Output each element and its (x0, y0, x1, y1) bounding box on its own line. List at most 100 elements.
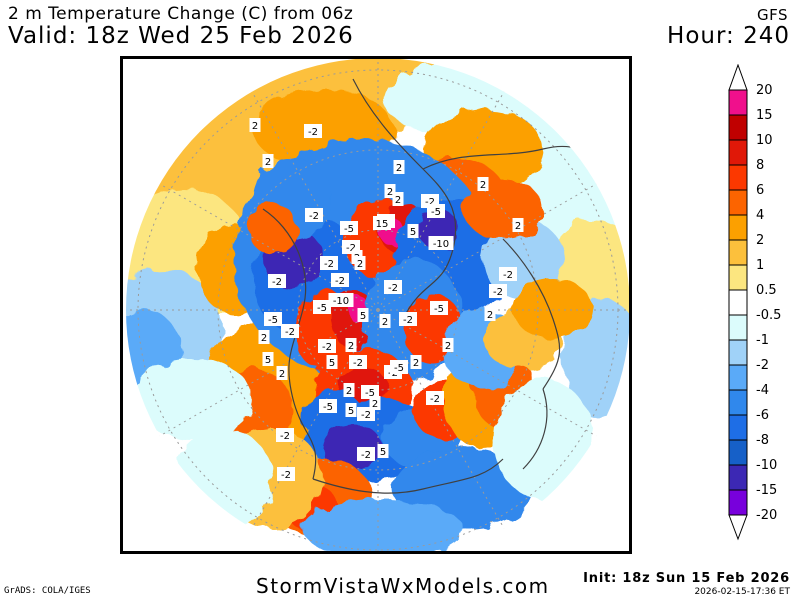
contour-label: -2 (277, 467, 295, 481)
contour-label: -10 (328, 293, 354, 307)
colorbar-bottom-arrow (728, 514, 748, 541)
contour-label: -5 (361, 385, 379, 399)
colorbar-swatch (728, 214, 748, 241)
contour-label: -2 (357, 447, 375, 461)
coastline (352, 78, 457, 320)
colorbar-swatch (728, 239, 748, 266)
colorbar-swatch (728, 264, 748, 291)
coastline (262, 208, 317, 480)
svg-text:-2: -2 (280, 431, 290, 442)
contour-label: 5 (262, 352, 274, 366)
contour-label: -5 (390, 360, 408, 374)
colorbar-top-arrow (728, 64, 748, 91)
colorbar-swatch (728, 189, 748, 216)
colorbar-label: -4 (756, 383, 769, 398)
svg-text:5: 5 (265, 355, 271, 366)
contour-label: -10 (428, 236, 454, 250)
svg-text:2: 2 (261, 333, 267, 344)
colorbar-label: 2 (756, 233, 765, 248)
colorbar-label: -20 (756, 508, 778, 523)
contour-label: 2 (262, 154, 274, 168)
colorbar-label: -0.5 (756, 308, 782, 323)
svg-text:-2: -2 (322, 342, 332, 353)
svg-text:2: 2 (395, 195, 401, 206)
contour-label: 2 (249, 118, 261, 132)
svg-text:-5: -5 (365, 388, 375, 399)
contour-label: 2 (379, 314, 391, 328)
svg-text:-2: -2 (493, 287, 503, 298)
temperature-region (513, 279, 593, 339)
colorbar-swatch (728, 289, 748, 316)
svg-text:2: 2 (387, 187, 393, 198)
contour-label: 2 (392, 192, 404, 206)
svg-text:5: 5 (410, 227, 416, 238)
svg-text:2: 2 (413, 358, 419, 369)
svg-text:-2: -2 (324, 259, 334, 270)
svg-text:5: 5 (348, 406, 354, 417)
meridian-line (377, 84, 509, 311)
colorbar-swatch (728, 439, 748, 466)
forecast-hour: Hour: 240 (667, 23, 790, 49)
contour-label: 5 (357, 308, 369, 322)
contour-label: -2 (384, 280, 402, 294)
svg-text:2: 2 (348, 341, 354, 352)
colorbar-swatch (728, 114, 748, 141)
colorbar-label: -10 (756, 458, 778, 473)
svg-text:15: 15 (376, 219, 389, 230)
colorbar-label: -1 (756, 333, 769, 348)
colorbar-label: 6 (756, 183, 765, 198)
svg-text:-2: -2 (346, 243, 356, 254)
colorbar-swatch (728, 364, 748, 391)
contour-label: 15 (373, 216, 391, 230)
contour-label: 2 (354, 256, 366, 270)
colorbar-label: 0.5 (756, 283, 777, 298)
contour-label: -2 (426, 391, 444, 405)
svg-text:-10: -10 (433, 239, 449, 250)
svg-text:5: 5 (360, 311, 366, 322)
svg-text:-2: -2 (361, 450, 371, 461)
colorbar-label: -2 (756, 358, 769, 373)
grads-credit: GrADS: COLA/IGES (4, 586, 91, 596)
contour-label: 2 (369, 396, 381, 410)
contour-label: 5 (407, 224, 419, 238)
svg-text:-5: -5 (317, 303, 327, 314)
valid-time: Valid: 18z Wed 25 Feb 2026 (8, 23, 354, 49)
colorbar-swatch (728, 164, 748, 191)
contour-label: 2 (477, 177, 489, 191)
map-title: 2 m Temperature Change (C) from 06z (8, 4, 354, 24)
svg-text:-2: -2 (285, 327, 295, 338)
contour-label: -2 (357, 407, 375, 421)
svg-text:2: 2 (357, 259, 363, 270)
meridian-line (377, 309, 509, 536)
meridian-line (377, 179, 604, 311)
svg-text:-2: -2 (335, 276, 345, 287)
svg-text:-2: -2 (503, 270, 513, 281)
map-field: 2-222-2222-2-52-2155-10-5-22-22-2-5-2-2-… (126, 59, 629, 551)
svg-text:2: 2 (445, 341, 451, 352)
coastline (502, 238, 561, 390)
meridian-line (247, 84, 379, 311)
svg-text:-2: -2 (308, 127, 318, 138)
contour-label: -5 (427, 204, 445, 218)
colorbar-swatch (728, 389, 748, 416)
init-time: Init: 18z Sun 15 Feb 2026 (583, 571, 790, 586)
contour-label: -2 (281, 324, 299, 338)
contour-label: 2 (258, 330, 270, 344)
contour-label: 2 (484, 307, 496, 321)
meridian-line (152, 179, 379, 311)
svg-text:2: 2 (515, 221, 521, 232)
colorbar-swatch (728, 89, 748, 116)
temperature-change-map: 2-222-2222-2-52-2155-10-5-22-22-2-5-2-2-… (126, 59, 629, 551)
svg-text:5: 5 (329, 358, 335, 369)
colorbar-label: 20 (756, 83, 773, 98)
coastline (312, 458, 504, 494)
colorbar-label: 15 (756, 108, 773, 123)
contour-label: 2 (442, 338, 454, 352)
colorbar-swatch (728, 139, 748, 166)
temperature-region (463, 179, 543, 239)
latitude-circle (217, 149, 539, 471)
svg-text:5: 5 (380, 447, 386, 458)
contour-label: -2 (399, 312, 417, 326)
map-panel: 2-222-2222-2-52-2155-10-5-22-22-2-5-2-2-… (120, 56, 632, 554)
contour-label: -2 (331, 273, 349, 287)
